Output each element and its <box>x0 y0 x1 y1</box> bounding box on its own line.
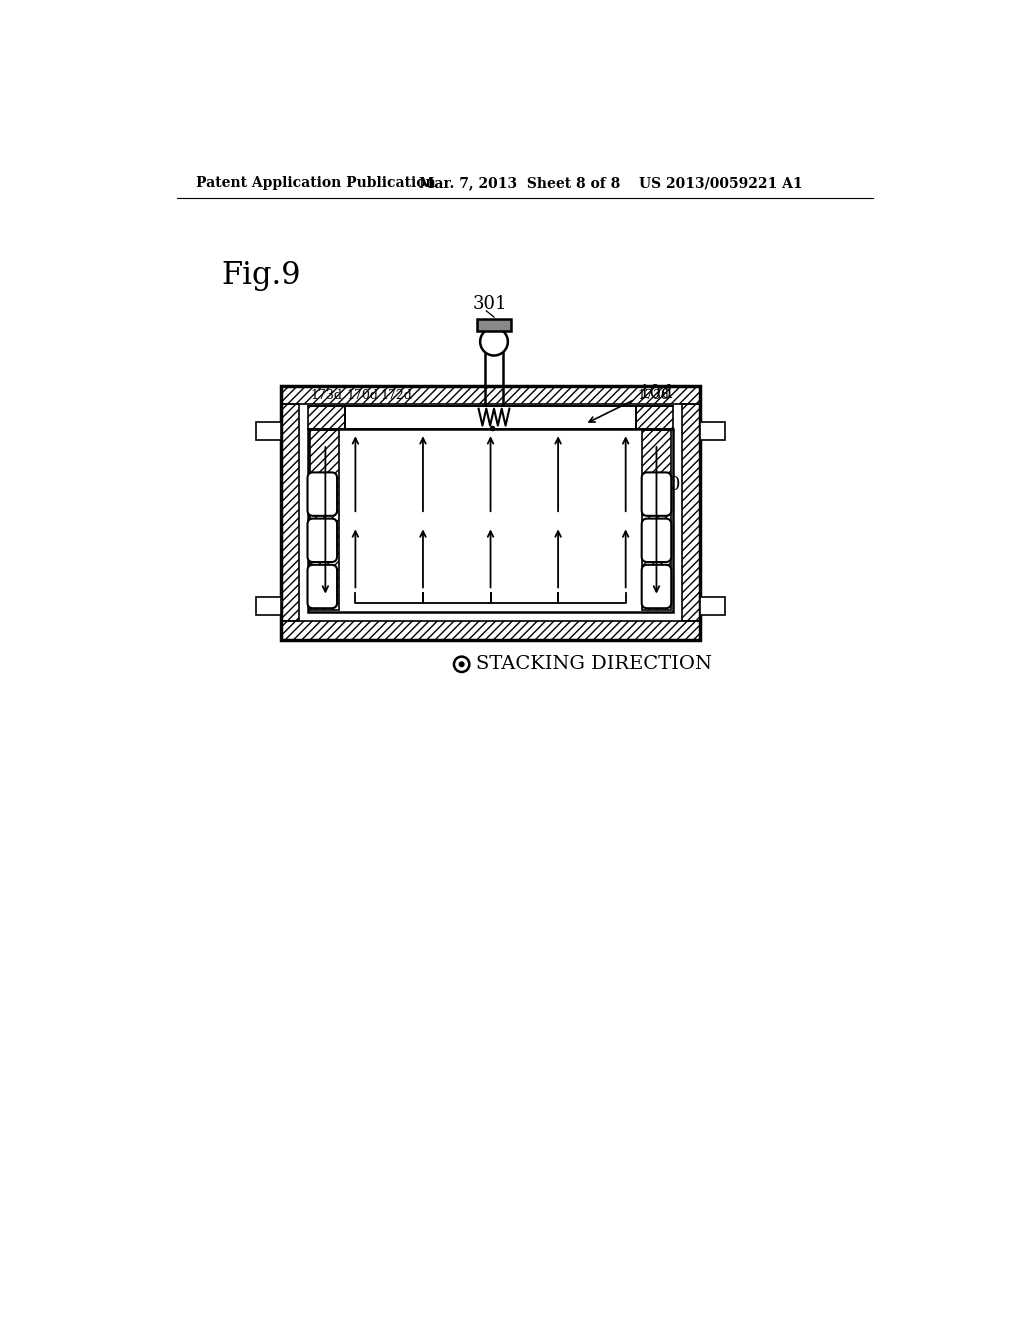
Bar <box>281 385 700 404</box>
Circle shape <box>454 656 469 672</box>
Text: 172d: 172d <box>381 388 413 401</box>
Bar <box>636 405 673 429</box>
Text: Fig.9: Fig.9 <box>221 260 301 290</box>
Text: 173d: 173d <box>310 388 342 401</box>
Bar <box>281 622 700 640</box>
Text: Patent Application Publication: Patent Application Publication <box>196 176 435 190</box>
Text: 173d: 173d <box>637 388 670 401</box>
Text: Mar. 7, 2013  Sheet 8 of 8: Mar. 7, 2013 Sheet 8 of 8 <box>419 176 621 190</box>
Bar <box>700 597 725 615</box>
Bar <box>308 405 345 429</box>
FancyBboxPatch shape <box>307 473 337 516</box>
FancyBboxPatch shape <box>307 519 337 562</box>
Bar <box>700 422 725 441</box>
FancyBboxPatch shape <box>307 565 337 609</box>
Text: STACKING DIRECTION: STACKING DIRECTION <box>475 655 712 673</box>
Bar <box>281 404 299 622</box>
Bar <box>281 385 700 640</box>
Bar <box>682 404 700 622</box>
FancyBboxPatch shape <box>642 473 672 516</box>
Bar <box>256 422 281 441</box>
Bar <box>256 597 281 615</box>
Text: 170d: 170d <box>347 388 379 401</box>
Bar <box>345 405 636 429</box>
Bar <box>308 429 673 612</box>
Text: 10d: 10d <box>639 384 673 403</box>
Bar <box>310 430 339 610</box>
Text: 300: 300 <box>646 475 681 494</box>
FancyBboxPatch shape <box>642 519 672 562</box>
Circle shape <box>460 663 464 667</box>
Bar <box>642 430 671 610</box>
Text: US 2013/0059221 A1: US 2013/0059221 A1 <box>639 176 803 190</box>
Text: 301: 301 <box>472 296 507 313</box>
FancyBboxPatch shape <box>642 565 672 609</box>
Circle shape <box>480 327 508 355</box>
Bar <box>477 318 511 331</box>
